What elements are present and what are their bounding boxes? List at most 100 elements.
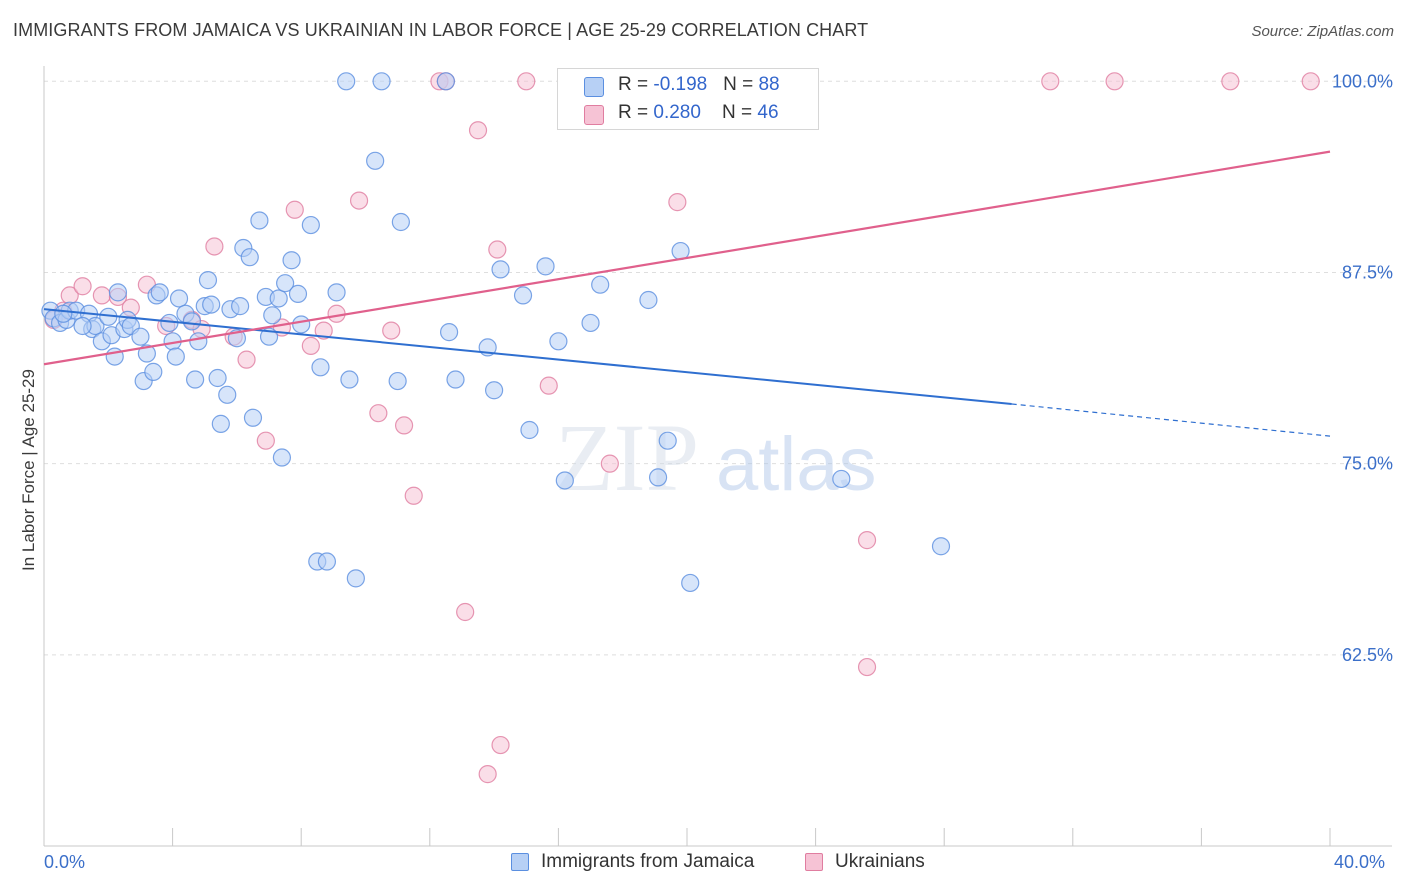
jamaica-point [243, 408, 263, 427]
jamaica-point [211, 414, 230, 433]
jamaica-point [131, 327, 150, 346]
jamaica-point [186, 370, 205, 389]
x-tick-label-max: 40.0% [1334, 852, 1386, 872]
ukrainian-point [237, 350, 256, 369]
ukrainian-trend-line [43, 150, 1331, 366]
ukrainian-point [517, 72, 536, 91]
ukrainian-point [404, 486, 423, 505]
stats-n-value: 46 [757, 102, 779, 123]
jamaica-point [269, 289, 288, 308]
jamaica-point [292, 315, 311, 334]
jamaica-trend-line [43, 308, 1012, 405]
ukrainian-point [468, 121, 488, 140]
stats-swatch-pink [584, 105, 604, 125]
jamaica-point [272, 448, 292, 467]
jamaica-point [372, 72, 391, 91]
jamaica-point [391, 212, 410, 232]
source-label: Source: ZipAtlas.com [1251, 23, 1394, 40]
jamaica-point [189, 332, 208, 351]
stats-r-label: R = [618, 102, 654, 123]
stats-box: R = -0.198 N = 88 R = 0.280 N = 46 [557, 68, 819, 130]
jamaica-point [346, 569, 365, 588]
ukrainian-point [1221, 72, 1240, 91]
jamaica-trend-extension [1011, 403, 1331, 437]
jamaica-point [446, 370, 465, 389]
stats-r-value: -0.198 [653, 74, 708, 95]
jamaica-point [436, 72, 455, 91]
ukrainian-point [73, 277, 92, 296]
watermark: ZIP atlas [555, 404, 877, 511]
jamaica-point [439, 323, 459, 342]
ukrainian-point [491, 735, 510, 755]
y-tick-label: 100.0% [1332, 71, 1393, 91]
y-axis-label: In Labor Force | Age 25-29 [19, 369, 38, 571]
jamaica-point [366, 151, 385, 170]
jamaica-point [54, 304, 73, 323]
legend-swatch-pink [805, 853, 823, 871]
ukrainian-point [314, 321, 333, 340]
ukrainian-point [857, 531, 877, 550]
jamaica-point [150, 283, 169, 302]
ukrainian-point [488, 240, 507, 259]
legend: Immigrants from Jamaica Ukrainians [0, 851, 1406, 879]
ukrainian-point [92, 286, 111, 305]
jamaica-point [317, 552, 337, 571]
stats-r-label: R = [618, 74, 654, 95]
data-points [41, 72, 1320, 784]
jamaica-point [250, 211, 269, 230]
jamaica-point [536, 257, 555, 276]
stats-n-label: N = [723, 74, 759, 95]
legend-item-jamaica[interactable]: Immigrants from Jamaica [511, 851, 754, 873]
jamaica-point [485, 381, 504, 400]
ukrainian-point [1105, 72, 1124, 91]
legend-item-ukrainians[interactable]: Ukrainians [805, 851, 925, 873]
jamaica-point [198, 271, 218, 290]
stats-swatch-blue [584, 77, 604, 97]
jamaica-point [931, 537, 951, 556]
jamaica-point [549, 332, 568, 351]
ukrainian-point [285, 200, 304, 219]
ukrainian-point [1041, 72, 1060, 91]
legend-swatch-blue [511, 853, 529, 871]
jamaica-point [182, 312, 201, 331]
ukrainian-point [382, 321, 401, 340]
jamaica-point [658, 431, 677, 450]
jamaica-point [639, 290, 658, 310]
ukrainian-point [539, 376, 558, 395]
jamaica-point [327, 283, 346, 302]
jamaica-point [208, 368, 227, 388]
jamaica-point [311, 358, 330, 377]
ukrainian-point [301, 336, 320, 355]
jamaica-point [282, 251, 301, 270]
jamaica-point [276, 274, 295, 293]
ukrainian-point [256, 431, 275, 450]
jamaica-point [681, 573, 700, 593]
ukrainian-point [668, 193, 687, 212]
ukrainian-point [369, 404, 388, 423]
jamaica-point [388, 371, 407, 391]
jamaica-point [491, 260, 510, 279]
y-tick-label: 87.5% [1342, 262, 1393, 282]
watermark-zip: ZIP [555, 404, 699, 511]
axes [43, 66, 1392, 847]
jamaica-point [202, 295, 221, 314]
jamaica-point [231, 297, 250, 316]
stats-r-value: 0.280 [653, 102, 701, 123]
jamaica-point [513, 286, 533, 305]
jamaica-point [288, 284, 308, 303]
ukrainian-point [394, 416, 414, 435]
ukrainian-point [600, 454, 619, 473]
watermark-atlas: atlas [716, 422, 877, 507]
jamaica-point [240, 248, 259, 267]
jamaica-point [137, 344, 156, 363]
ukrainian-point [456, 602, 475, 622]
jamaica-point [337, 72, 356, 91]
jamaica-point [591, 275, 610, 294]
stats-n-value: 88 [758, 74, 780, 95]
jamaica-point [166, 347, 185, 366]
ukrainian-point [478, 765, 497, 784]
legend-label-jamaica: Immigrants from Jamaica [541, 851, 755, 872]
jamaica-point [555, 471, 574, 490]
ukrainian-point [327, 304, 346, 323]
